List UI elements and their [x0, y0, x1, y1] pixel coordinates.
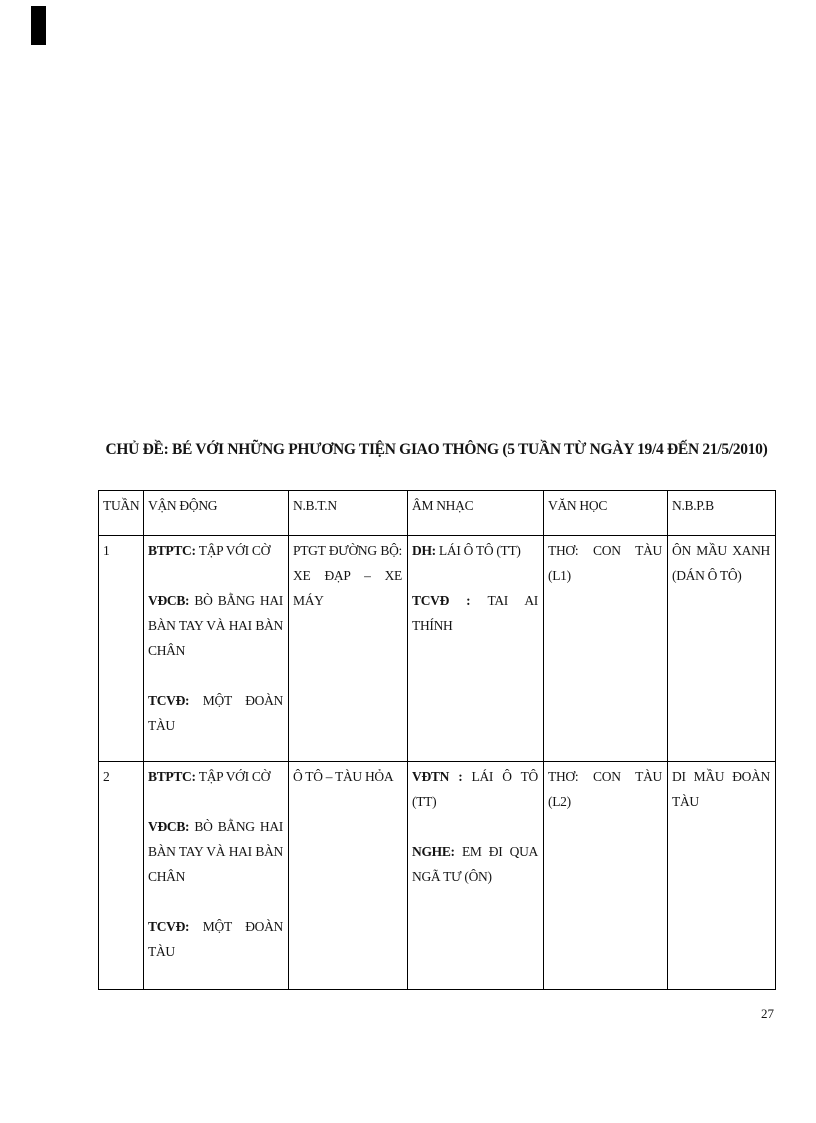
- col-header-nbpb: N.B.P.B: [667, 490, 776, 536]
- activity-line: BTPTC: TẬP VỚI CỜ: [148, 538, 283, 563]
- activity-line: THƠ: CON TÀU (L1): [548, 538, 662, 588]
- col-header-van-hoc: VĂN HỌC: [543, 490, 668, 536]
- activity-line: THƠ: CON TÀU (L2): [548, 764, 662, 814]
- am-nhac-cell: VĐTN : LÁI Ô TÔ (TT) NGHE: EM ĐI QUA NGÃ…: [407, 761, 544, 990]
- activity-label: TCVĐ:: [148, 919, 203, 934]
- activity-text: EM ĐI QUA NGÃ TƯ (ÔN): [412, 844, 538, 884]
- activity-line: TCVĐ : TAI AI THÍNH: [412, 588, 538, 638]
- activity-line: DH: LÁI Ô TÔ (TT): [412, 538, 538, 563]
- page-number: 27: [761, 1006, 774, 1021]
- van-hoc-cell: THƠ: CON TÀU (L2): [543, 761, 668, 990]
- activity-text: THƠ: CON TÀU (L1): [548, 543, 662, 583]
- col-header-am-nhac: ÂM NHẠC: [407, 490, 544, 536]
- col-header-tuan: TUẦN: [98, 490, 144, 536]
- week-number: 1: [98, 535, 144, 762]
- nbtn-cell: Ô TÔ – TÀU HỎA: [288, 761, 408, 990]
- header-row: TUẦN VẬN ĐỘNG N.B.T.N ÂM NHẠC VĂN HỌC N.…: [98, 490, 776, 536]
- activity-label: TCVĐ:: [148, 693, 203, 708]
- activity-line: VĐCB: BÒ BẰNG HAI BÀN TAY VÀ HAI BÀN CHÂ…: [148, 588, 283, 663]
- activity-label: BTPTC:: [148, 543, 199, 558]
- activity-line: Ô TÔ – TÀU HỎA: [293, 764, 402, 789]
- nbpb-cell: DI MẦU ĐOÀN TÀU: [667, 761, 776, 990]
- activity-label: VĐCB:: [148, 593, 195, 608]
- activity-text: TAI AI THÍNH: [412, 593, 538, 633]
- activity-line: TCVĐ: MỘT ĐOÀN TÀU: [148, 914, 283, 964]
- activity-text: MỘT ĐOÀN TÀU: [148, 919, 283, 959]
- activity-line: VĐTN : LÁI Ô TÔ (TT): [412, 764, 538, 814]
- week-number: 2: [98, 761, 144, 990]
- weekly-schedule-table: TUẦN VẬN ĐỘNG N.B.T.N ÂM NHẠC VĂN HỌC N.…: [98, 490, 776, 990]
- van-hoc-cell: THƠ: CON TÀU (L1): [543, 535, 668, 762]
- activity-line: NGHE: EM ĐI QUA NGÃ TƯ (ÔN): [412, 839, 538, 889]
- page-title: CHỦ ĐỀ: BÉ VỚI NHỮNG PHƯƠNG TIỆN GIAO TH…: [105, 441, 768, 458]
- nbtn-cell: PTGT ĐƯỜNG BỘ: XE ĐẠP – XE MÁY: [288, 535, 408, 762]
- scan-artifact-mark: [31, 6, 46, 45]
- col-header-nbtn: N.B.T.N: [288, 490, 408, 536]
- activity-text: Ô TÔ – TÀU HỎA: [293, 769, 394, 784]
- activity-text: BÒ BẰNG HAI BÀN TAY VÀ HAI BÀN CHÂN: [148, 819, 284, 884]
- activity-label: DH:: [412, 543, 439, 558]
- nbpb-cell: ÔN MẦU XANH (DÁN Ô TÔ): [667, 535, 776, 762]
- activity-text: PTGT ĐƯỜNG BỘ: XE ĐẠP – XE MÁY: [293, 543, 402, 608]
- table-row-week-2: 2 BTPTC: TẬP VỚI CỜ VĐCB: BÒ BẰNG HAI BÀ…: [98, 761, 776, 990]
- activity-line: TCVĐ: MỘT ĐOÀN TÀU: [148, 688, 283, 738]
- activity-label: TCVĐ :: [412, 593, 488, 608]
- activity-line: ÔN MẦU XANH (DÁN Ô TÔ): [672, 538, 770, 588]
- activity-text: THƠ: CON TÀU (L2): [548, 769, 662, 809]
- activity-text: DI MẦU ĐOÀN TÀU: [672, 769, 770, 809]
- activity-label: VĐCB:: [148, 819, 195, 834]
- col-header-van-dong: VẬN ĐỘNG: [143, 490, 289, 536]
- activity-text: LÁI Ô TÔ (TT): [412, 769, 538, 809]
- activity-label: NGHE:: [412, 844, 462, 859]
- activity-label: BTPTC:: [148, 769, 199, 784]
- activity-label: VĐTN :: [412, 769, 472, 784]
- activity-text: ÔN MẦU XANH (DÁN Ô TÔ): [672, 543, 770, 583]
- van-dong-cell: BTPTC: TẬP VỚI CỜ VĐCB: BÒ BẰNG HAI BÀN …: [143, 761, 289, 990]
- activity-text: TẬP VỚI CỜ: [198, 543, 271, 558]
- activity-line: BTPTC: TẬP VỚI CỜ: [148, 764, 283, 789]
- van-dong-cell: BTPTC: TẬP VỚI CỜ VĐCB: BÒ BẰNG HAI BÀN …: [143, 535, 289, 762]
- activity-text: MỘT ĐOÀN TÀU: [148, 693, 283, 733]
- activity-line: VĐCB: BÒ BẰNG HAI BÀN TAY VÀ HAI BÀN CHÂ…: [148, 814, 283, 889]
- table-row-week-1: 1 BTPTC: TẬP VỚI CỜ VĐCB: BÒ BẰNG HAI BÀ…: [98, 535, 776, 762]
- am-nhac-cell: DH: LÁI Ô TÔ (TT) TCVĐ : TAI AI THÍNH: [407, 535, 544, 762]
- activity-text: LÁI Ô TÔ (TT): [438, 543, 521, 558]
- activity-line: PTGT ĐƯỜNG BỘ: XE ĐẠP – XE MÁY: [293, 538, 402, 613]
- activity-text: BÒ BẰNG HAI BÀN TAY VÀ HAI BÀN CHÂN: [148, 593, 284, 658]
- activity-line: DI MẦU ĐOÀN TÀU: [672, 764, 770, 814]
- activity-text: TẬP VỚI CỜ: [198, 769, 271, 784]
